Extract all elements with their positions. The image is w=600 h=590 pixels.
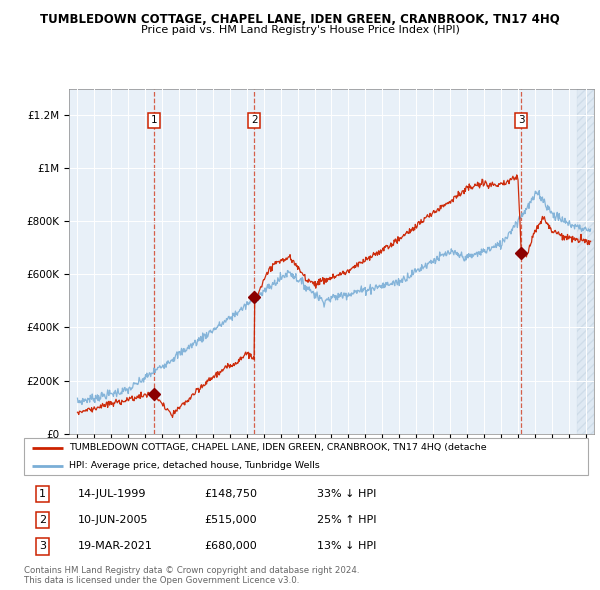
- FancyBboxPatch shape: [24, 438, 588, 475]
- Text: 10-JUN-2005: 10-JUN-2005: [77, 515, 148, 525]
- Text: 14-JUL-1999: 14-JUL-1999: [77, 489, 146, 499]
- Text: 33% ↓ HPI: 33% ↓ HPI: [317, 489, 377, 499]
- Text: £515,000: £515,000: [205, 515, 257, 525]
- Text: HPI: Average price, detached house, Tunbridge Wells: HPI: Average price, detached house, Tunb…: [69, 461, 320, 470]
- Text: Price paid vs. HM Land Registry's House Price Index (HPI): Price paid vs. HM Land Registry's House …: [140, 25, 460, 35]
- Bar: [577, 88, 594, 434]
- Text: 2: 2: [251, 116, 257, 125]
- Text: TUMBLEDOWN COTTAGE, CHAPEL LANE, IDEN GREEN, CRANBROOK, TN17 4HQ (detache: TUMBLEDOWN COTTAGE, CHAPEL LANE, IDEN GR…: [69, 443, 487, 453]
- Text: 19-MAR-2021: 19-MAR-2021: [77, 542, 152, 552]
- Text: £148,750: £148,750: [205, 489, 257, 499]
- Text: 3: 3: [518, 116, 524, 125]
- Text: 1: 1: [39, 489, 46, 499]
- Text: 25% ↑ HPI: 25% ↑ HPI: [317, 515, 377, 525]
- Text: 3: 3: [39, 542, 46, 552]
- Text: TUMBLEDOWN COTTAGE, CHAPEL LANE, IDEN GREEN, CRANBROOK, TN17 4HQ: TUMBLEDOWN COTTAGE, CHAPEL LANE, IDEN GR…: [40, 13, 560, 26]
- Text: 1: 1: [151, 116, 158, 125]
- Text: This data is licensed under the Open Government Licence v3.0.: This data is licensed under the Open Gov…: [24, 576, 299, 585]
- Text: Contains HM Land Registry data © Crown copyright and database right 2024.: Contains HM Land Registry data © Crown c…: [24, 566, 359, 575]
- Text: 13% ↓ HPI: 13% ↓ HPI: [317, 542, 377, 552]
- Text: 2: 2: [39, 515, 46, 525]
- Text: £680,000: £680,000: [205, 542, 257, 552]
